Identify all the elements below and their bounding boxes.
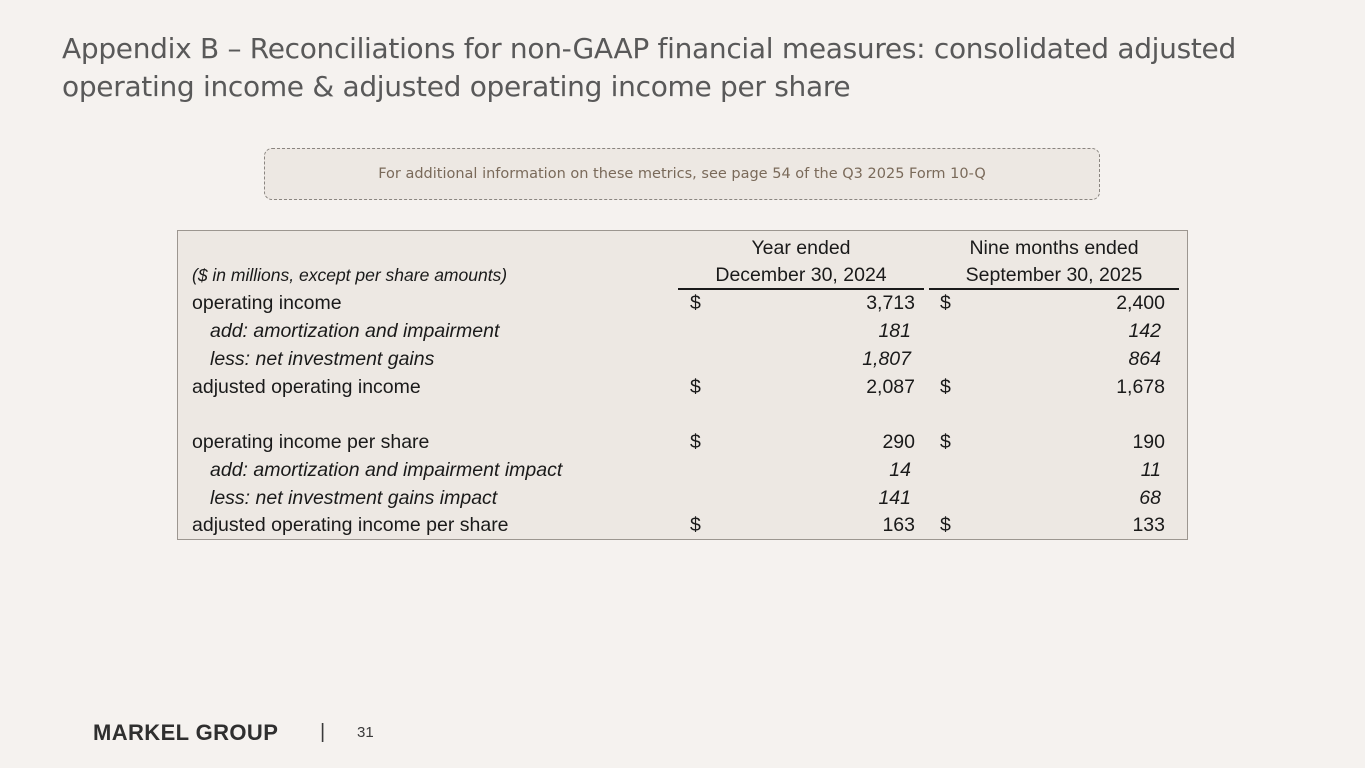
footer-separator: | <box>320 721 326 743</box>
col1-header-line2: December 30, 2024 <box>715 264 887 286</box>
row-value-2025: 142 <box>1128 320 1161 342</box>
page-title: Appendix B – Reconciliations for non-GAA… <box>62 32 1236 103</box>
col2-underline <box>929 288 1179 290</box>
col1-underline <box>678 288 924 290</box>
reconciliation-table: Year ended December 30, 2024 Nine months… <box>177 230 1188 540</box>
row-value-2024: 163 <box>882 514 915 536</box>
row-label: less: net investment gains impact <box>210 487 498 509</box>
row-label: add: amortization and impairment impact <box>210 459 563 481</box>
col2-header-line1: Nine months ended <box>969 237 1139 259</box>
row-value-2025: 864 <box>1128 348 1161 370</box>
row-value-2024: 290 <box>882 431 915 453</box>
col1-header-line1: Year ended <box>751 237 851 259</box>
company-logo: MARKEL GROUP <box>93 720 279 745</box>
row-value-2025: 190 <box>1132 431 1165 453</box>
row-label: adjusted operating income per share <box>192 514 509 536</box>
row-value-2024: 181 <box>878 320 911 342</box>
row-value-2024: 3,713 <box>866 292 915 314</box>
currency-symbol: $ <box>940 376 951 398</box>
row-value-2025: 68 <box>1139 487 1161 509</box>
currency-symbol: $ <box>690 292 701 314</box>
row-value-2025: 1,678 <box>1116 376 1165 398</box>
currency-symbol: $ <box>690 431 701 453</box>
row-label: operating income per share <box>192 431 430 453</box>
row-value-2024: 1,807 <box>862 348 911 370</box>
info-note-text: For additional information on these metr… <box>378 166 986 182</box>
row-value-2024: 2,087 <box>866 376 915 398</box>
currency-symbol: $ <box>690 514 701 536</box>
units-label: ($ in millions, except per share amounts… <box>192 265 508 285</box>
row-value-2025: 133 <box>1132 514 1165 536</box>
row-value-2024: 14 <box>889 459 911 481</box>
row-value-2025: 2,400 <box>1116 292 1165 314</box>
page-number: 31 <box>357 724 374 741</box>
currency-symbol: $ <box>940 514 951 536</box>
row-label: add: amortization and impairment <box>210 320 500 342</box>
row-value-2024: 141 <box>878 487 911 509</box>
currency-symbol: $ <box>690 376 701 398</box>
row-label: less: net investment gains <box>210 348 435 370</box>
row-label: operating income <box>192 292 342 314</box>
currency-symbol: $ <box>940 292 951 314</box>
col2-header-line2: September 30, 2025 <box>965 264 1143 286</box>
row-value-2025: 11 <box>1140 459 1161 481</box>
row-label: adjusted operating income <box>192 376 421 398</box>
info-note: For additional information on these metr… <box>264 148 1100 200</box>
currency-symbol: $ <box>940 431 951 453</box>
